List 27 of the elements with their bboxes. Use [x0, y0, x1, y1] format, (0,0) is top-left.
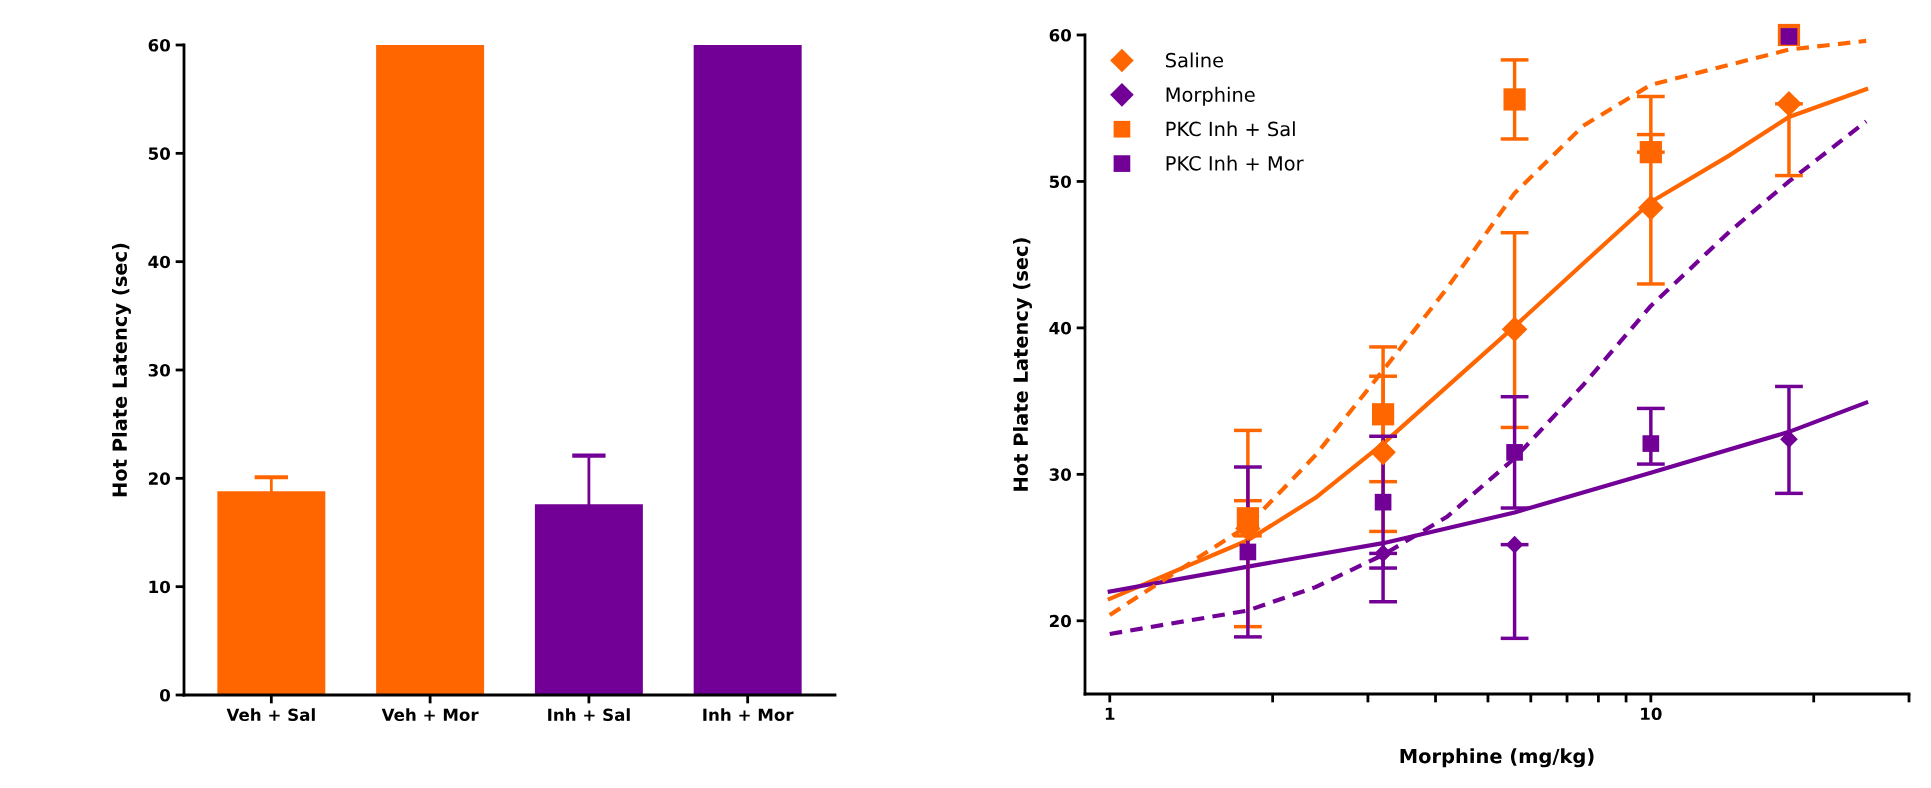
- y-tick-label: 40: [148, 255, 171, 269]
- y-tick-label: 30: [148, 363, 171, 377]
- x-tick-label: Veh + Sal: [226, 708, 315, 722]
- y-tick-label: 60: [148, 38, 171, 52]
- legend-label: PKC Inh + Sal: [1166, 121, 1295, 137]
- y-tick-label: 60: [1049, 28, 1072, 42]
- x-tick-label: 10: [1641, 707, 1662, 721]
- y-tick-label: 50: [148, 147, 171, 160]
- y-tick-label: 10: [149, 580, 171, 594]
- y-tick-label: 40: [1049, 321, 1072, 335]
- legend-label: Morphine: [1166, 86, 1255, 106]
- y-axis-title: Hot Plate Latency (sec): [1012, 238, 1032, 491]
- x-tick-label: Inh + Sal: [548, 708, 630, 722]
- y-tick-label: 20: [1049, 614, 1072, 628]
- x-tick-label: Inh + Mor: [703, 708, 794, 722]
- bar: [376, 45, 485, 695]
- bar: [693, 45, 802, 695]
- x-tick-label: Veh + Mor: [381, 708, 479, 722]
- y-tick-label: 0: [160, 688, 171, 702]
- y-axis-title: Hot Plate Latency (sec): [111, 243, 131, 497]
- legend-label: Saline: [1166, 52, 1224, 68]
- y-tick-label: 20: [148, 472, 171, 485]
- x-tick-label: 1: [1105, 707, 1115, 720]
- y-tick-label: 50: [1049, 175, 1072, 189]
- legend-label: PKC Inh + Mor: [1166, 155, 1304, 171]
- x-axis-title: Morphine (mg/kg): [1400, 748, 1594, 768]
- y-tick-label: 30: [1049, 468, 1072, 481]
